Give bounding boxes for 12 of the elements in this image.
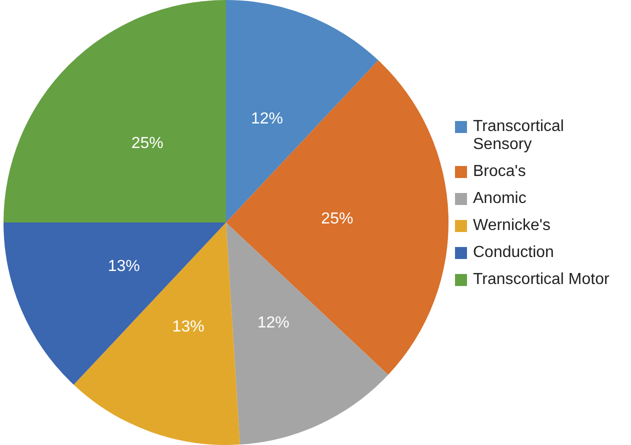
data-label: 25%	[321, 210, 354, 228]
data-label: 13%	[108, 258, 140, 276]
legend-label: Transcortical Sensory	[473, 118, 565, 154]
legend-label: Anomic	[473, 190, 526, 208]
data-label: 25%	[131, 135, 164, 152]
legend-label: Wernicke's	[473, 217, 550, 235]
data-label: 12%	[250, 110, 283, 128]
data-label: 12%	[257, 314, 290, 332]
legend-label: Conduction	[473, 244, 554, 262]
legend-label: Transcortical Motor	[473, 271, 610, 289]
data-label: 13%	[172, 318, 204, 336]
legend-label: Broca's	[473, 163, 526, 181]
